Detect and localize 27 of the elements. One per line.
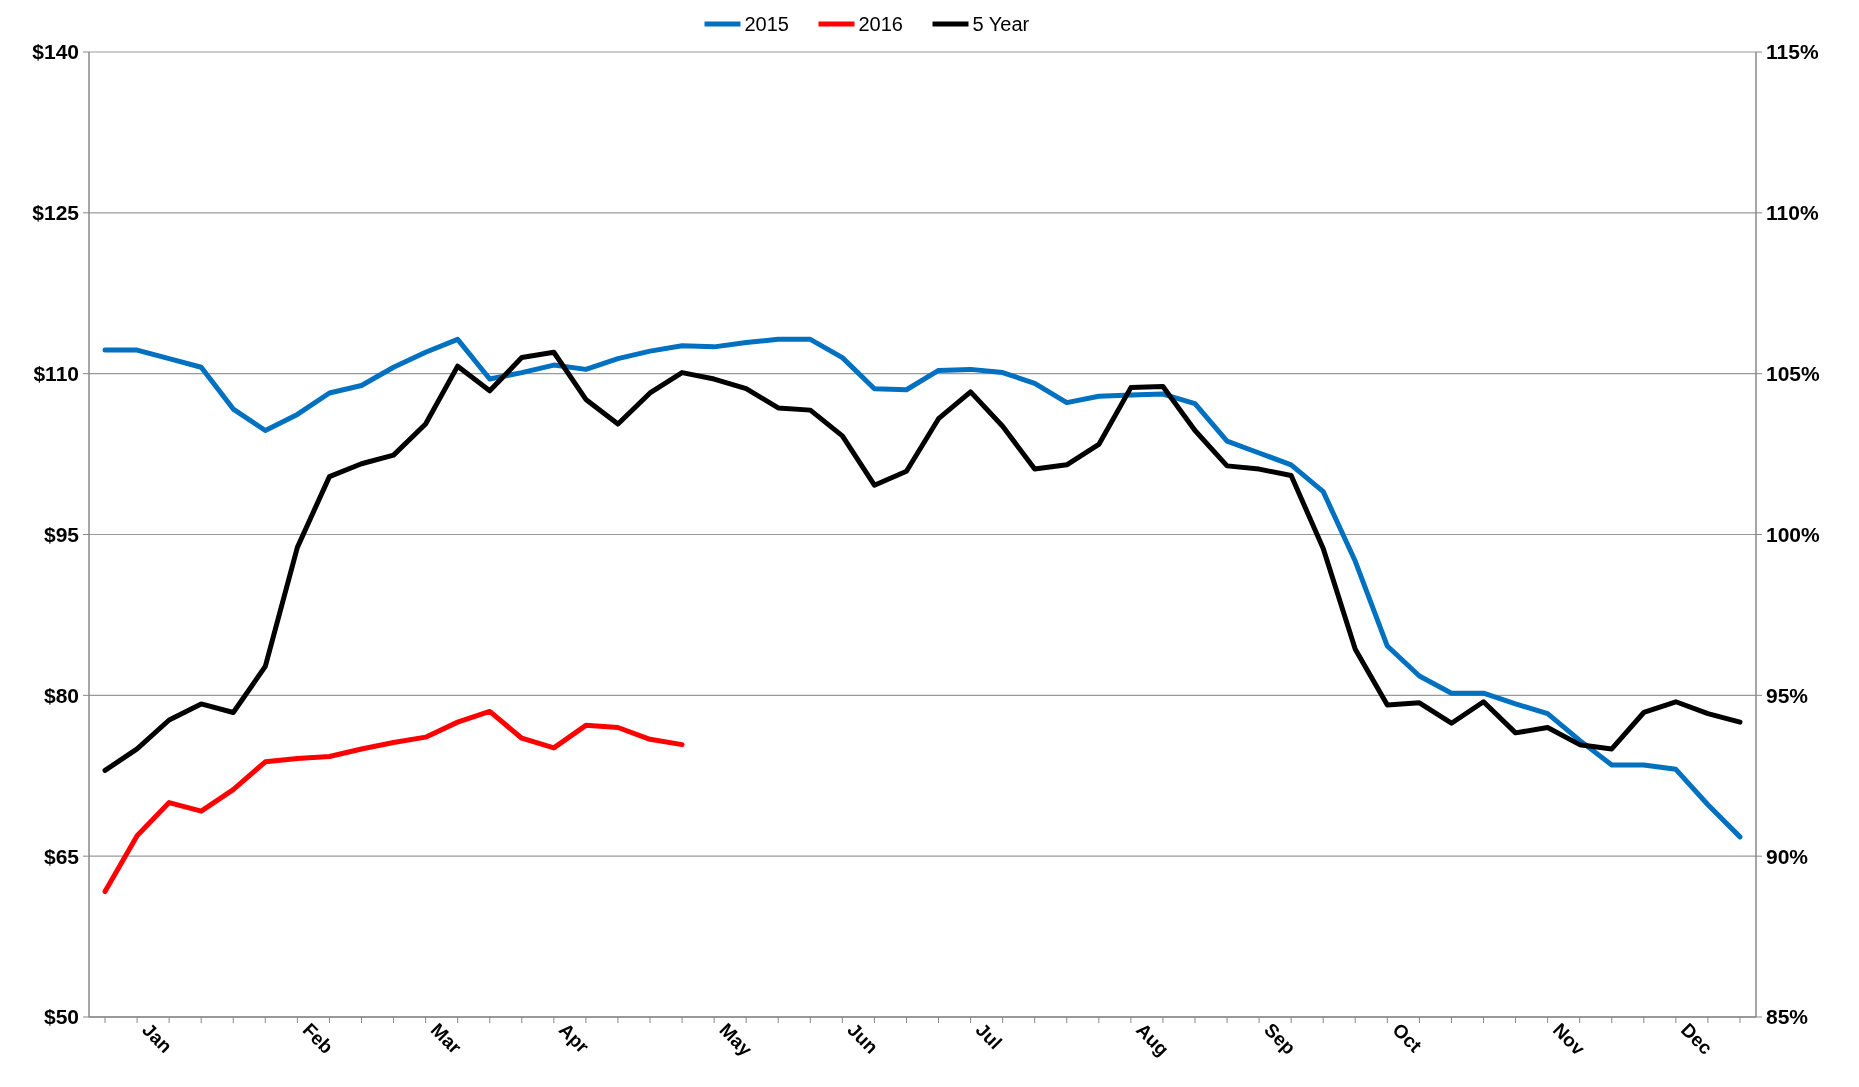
x-tick-label: Oct xyxy=(1388,1018,1427,1057)
x-tick-label: Jan xyxy=(138,1018,177,1057)
y-tick-label: $95 xyxy=(43,522,80,546)
legend-label: 2016 xyxy=(858,13,903,35)
x-tick-label: Apr xyxy=(555,1018,594,1058)
y-tick-label: $140 xyxy=(32,40,79,64)
y2-tick-label: 90% xyxy=(1766,844,1809,868)
y2-tick-label: 110% xyxy=(1766,201,1819,225)
x-tick-label: Feb xyxy=(298,1018,338,1058)
x-tick-label: Jul xyxy=(971,1018,1007,1054)
y2-tick-label: 115% xyxy=(1766,40,1819,64)
y2-tick-label: 85% xyxy=(1766,1005,1809,1029)
x-tick-label: Nov xyxy=(1548,1018,1590,1060)
x-tick-label: Jun xyxy=(843,1018,883,1058)
y2-tick-label: 100% xyxy=(1766,522,1821,546)
x-tick-label: Mar xyxy=(426,1018,466,1059)
y-tick-label: $80 xyxy=(43,683,79,707)
y-tick-label: $65 xyxy=(43,844,80,868)
x-tick-label: Sep xyxy=(1260,1018,1300,1059)
y2-tick-label: 95% xyxy=(1766,683,1809,707)
y-tick-label: $125 xyxy=(32,201,80,225)
y2-tick-label: 105% xyxy=(1766,362,1821,386)
y-tick-label: $50 xyxy=(43,1005,79,1029)
legend-label: 2015 xyxy=(744,13,789,35)
legend-label: 5 Year xyxy=(972,13,1030,35)
x-tick-label: Dec xyxy=(1677,1018,1717,1059)
y-tick-label: $110 xyxy=(33,362,79,386)
